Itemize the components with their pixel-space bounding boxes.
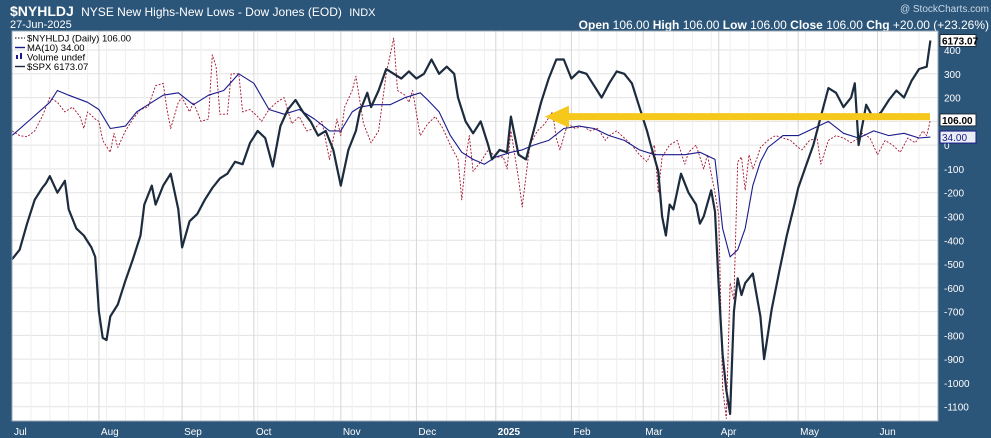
legend-label: MA(10) 34.00	[27, 43, 85, 54]
y-tick-label: 400	[944, 46, 961, 57]
legend-swatch	[20, 53, 22, 59]
x-tick-label: Sep	[184, 427, 202, 438]
x-tick-label: May	[800, 427, 819, 438]
y-tick-label: 0	[944, 141, 950, 152]
chg-value: +20.00 (+23.26%)	[892, 18, 989, 32]
x-tick-label: Oct	[256, 427, 272, 438]
x-tick-label: Nov	[343, 427, 361, 438]
y-tick-label: -1000	[944, 379, 970, 390]
y-tick-label: -900	[944, 355, 964, 366]
open-value: 106.00	[612, 18, 650, 32]
value-tag-label: 34.00	[942, 133, 967, 144]
y-tick-label: -100	[944, 165, 964, 176]
y-tick-label: -800	[944, 331, 964, 342]
ma10-series-line	[11, 73, 931, 258]
close-label: Close	[790, 18, 823, 32]
plot-border	[11, 30, 939, 422]
date-label: 27-Jun-2025	[10, 19, 72, 31]
y-tick-label: -700	[944, 308, 964, 319]
x-tick-label: Jul	[14, 427, 27, 438]
high-value: 106.00	[682, 18, 720, 32]
value-tag-label: 106.00	[942, 116, 973, 127]
x-tick-label: 2025	[498, 427, 521, 438]
y-tick-label: 200	[944, 94, 961, 105]
y-tick-label: -600	[944, 284, 964, 295]
description-label: NYSE New Highs-New Lows - Dow Jones (EOD…	[81, 5, 342, 19]
close-value: 106.00	[826, 18, 863, 32]
spx-series-line	[11, 40, 932, 415]
y-tick-label: -500	[944, 260, 964, 271]
nyhldj-series-line	[11, 37, 931, 420]
value-tag-box	[939, 34, 977, 48]
chg-label: Chg	[866, 18, 890, 32]
chart-header: $NYHLDJ NYSE New Highs-New Lows - Dow Jo…	[10, 3, 989, 32]
low-value: 106.00	[750, 18, 787, 32]
symbol-label: $NYHLDJ	[10, 3, 74, 19]
y-tick-label: -400	[944, 236, 964, 247]
legend-label: $SPX 6173.07	[27, 62, 88, 73]
legend-swatch	[16, 55, 18, 59]
x-tick-label: Dec	[418, 427, 436, 438]
high-label: High	[652, 18, 680, 32]
x-tick-label: Mar	[645, 427, 663, 438]
x-tick-label: Feb	[573, 427, 591, 438]
plot-area	[12, 31, 938, 421]
value-tag-box	[939, 130, 977, 144]
annotation-arrow-head	[544, 105, 569, 128]
title-row: $NYHLDJ NYSE New Highs-New Lows - Dow Jo…	[10, 3, 376, 19]
exchange-label: INDX	[349, 7, 376, 19]
y-tick-label: -300	[944, 212, 964, 223]
low-label: Low	[722, 18, 747, 32]
y-tick-label: -1100	[944, 403, 969, 414]
y-tick-label: -200	[944, 189, 964, 200]
value-tag-label: 6173.07	[942, 37, 979, 48]
credit-label: @ StockCharts.com	[899, 4, 989, 15]
x-tick-label: Aug	[101, 427, 119, 438]
value-tag-box	[939, 113, 977, 127]
x-tick-label: Apr	[721, 427, 737, 438]
x-tick-label: Jun	[880, 427, 896, 438]
open-label: Open	[578, 18, 610, 32]
ohlc-readout: Open 106.00 High 106.00 Low 106.00 Close…	[579, 18, 989, 32]
legend-label: Volume undef	[27, 53, 85, 64]
y-tick-label: 300	[944, 70, 961, 81]
legend-label: $NYHLDJ (Daily) 106.00	[27, 34, 131, 45]
